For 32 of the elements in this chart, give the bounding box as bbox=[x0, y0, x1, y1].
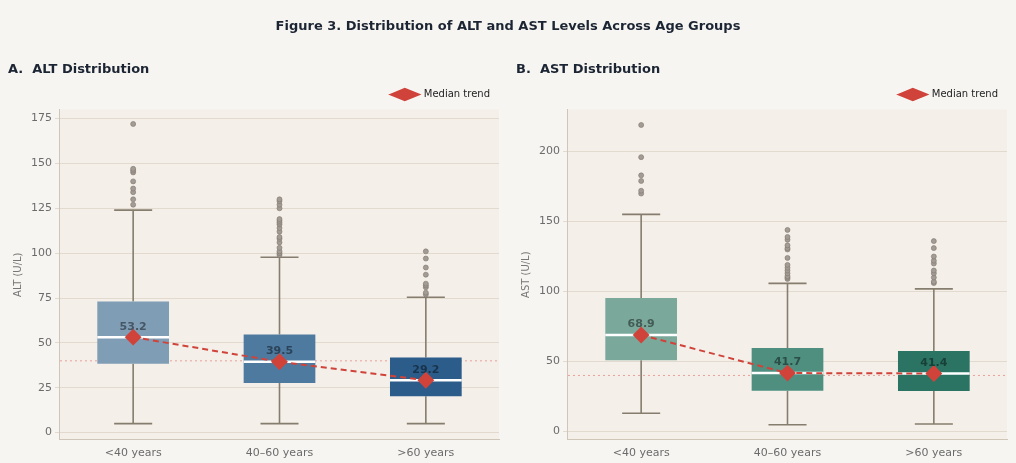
legend-label: Median trend bbox=[931, 88, 998, 100]
data-label: 41.4 bbox=[920, 355, 948, 369]
x-tick-label: 40–60 years bbox=[753, 446, 822, 460]
x-tick-label: <40 years bbox=[612, 446, 670, 460]
y-tick-label: 75 bbox=[38, 290, 52, 304]
y-tick-label: 175 bbox=[31, 111, 52, 125]
y-tick-label: 0 bbox=[45, 425, 52, 439]
y-tick-label: 125 bbox=[31, 201, 52, 215]
y-tick-label: 150 bbox=[539, 214, 560, 228]
legend-label: Median trend bbox=[423, 88, 490, 100]
data-label: 29.2 bbox=[412, 362, 440, 376]
y-axis-title: ALT (U/L) bbox=[11, 252, 23, 297]
data-label: 68.9 bbox=[627, 317, 655, 331]
x-tick-label: <40 years bbox=[104, 446, 162, 460]
chart-title: B. AST Distribution bbox=[516, 61, 661, 77]
x-tick-label: >60 years bbox=[397, 446, 455, 460]
data-label: 53.2 bbox=[119, 319, 147, 333]
caption: Figure 3. Distribution of ALT and AST Levels Across Age Groups bbox=[274, 18, 742, 33]
y-tick-label: 200 bbox=[539, 144, 560, 158]
x-tick-label: 40–60 years bbox=[245, 446, 314, 460]
chart-title: A. ALT Distribution bbox=[8, 61, 150, 77]
data-label: 41.7 bbox=[773, 355, 802, 369]
y-axis-title: AST (U/L) bbox=[519, 251, 531, 298]
y-tick-label: 100 bbox=[31, 246, 52, 260]
data-label: 39.5 bbox=[265, 344, 294, 358]
y-tick-label: 100 bbox=[539, 284, 560, 298]
y-tick-label: 25 bbox=[38, 380, 52, 394]
x-tick-label: >60 years bbox=[905, 446, 963, 460]
y-tick-label: 50 bbox=[38, 335, 52, 349]
y-tick-label: 0 bbox=[553, 424, 560, 438]
y-tick-label: 50 bbox=[546, 354, 560, 368]
y-tick-label: 150 bbox=[31, 156, 52, 170]
